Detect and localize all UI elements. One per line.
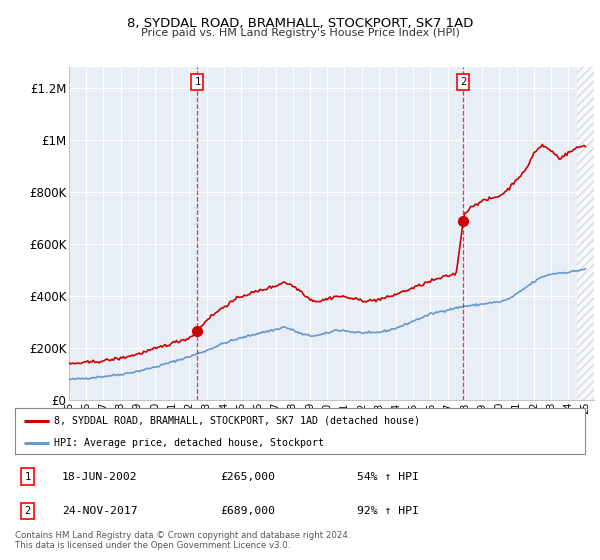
Text: 2: 2	[25, 506, 31, 516]
Text: 8, SYDDAL ROAD, BRAMHALL, STOCKPORT, SK7 1AD (detached house): 8, SYDDAL ROAD, BRAMHALL, STOCKPORT, SK7…	[54, 416, 420, 426]
Text: Contains HM Land Registry data © Crown copyright and database right 2024.
This d: Contains HM Land Registry data © Crown c…	[15, 531, 350, 550]
Text: 2: 2	[460, 77, 466, 87]
Text: 54% ↑ HPI: 54% ↑ HPI	[357, 472, 419, 482]
Text: £265,000: £265,000	[220, 472, 275, 482]
Text: 1: 1	[25, 472, 31, 482]
Text: 8, SYDDAL ROAD, BRAMHALL, STOCKPORT, SK7 1AD: 8, SYDDAL ROAD, BRAMHALL, STOCKPORT, SK7…	[127, 17, 473, 30]
Text: 18-JUN-2002: 18-JUN-2002	[62, 472, 137, 482]
Text: Price paid vs. HM Land Registry's House Price Index (HPI): Price paid vs. HM Land Registry's House …	[140, 28, 460, 38]
Text: 24-NOV-2017: 24-NOV-2017	[62, 506, 137, 516]
Text: HPI: Average price, detached house, Stockport: HPI: Average price, detached house, Stoc…	[54, 438, 324, 449]
Text: 92% ↑ HPI: 92% ↑ HPI	[357, 506, 419, 516]
Text: 1: 1	[194, 77, 200, 87]
Text: £689,000: £689,000	[220, 506, 275, 516]
